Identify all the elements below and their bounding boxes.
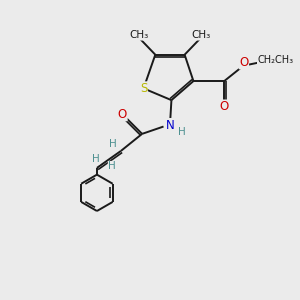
Text: H: H [178,127,186,136]
Text: N: N [166,118,175,132]
Text: CH₃: CH₃ [191,30,210,40]
Text: O: O [239,56,248,69]
Text: CH₂CH₃: CH₂CH₃ [257,55,294,65]
Text: H: H [109,139,117,148]
Text: O: O [220,100,229,113]
Text: H: H [92,154,99,164]
Text: CH₃: CH₃ [130,30,149,40]
Text: O: O [118,108,127,121]
Text: H: H [108,161,116,171]
Text: S: S [140,82,147,95]
